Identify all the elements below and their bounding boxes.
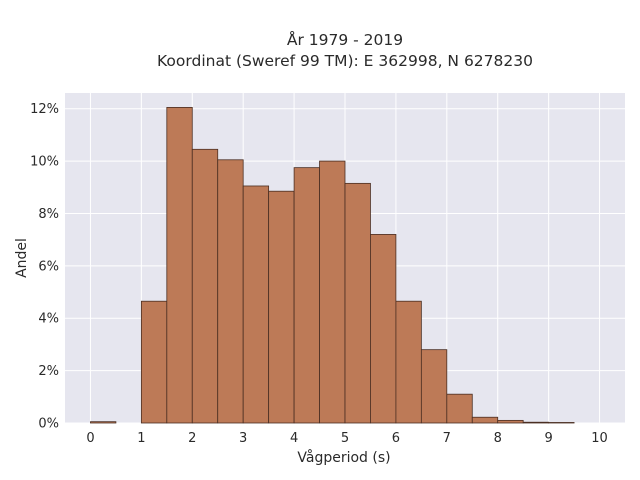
y-tick-label: 0% [38, 417, 59, 432]
x-tick-label: 8 [494, 431, 502, 446]
histogram-bar [471, 416, 499, 424]
histogram-bar [191, 148, 219, 424]
x-axis-label: Vågperiod (s) [297, 449, 390, 466]
chart-title-line-1: År 1979 - 2019 [287, 30, 403, 49]
histogram-bar [319, 160, 346, 424]
x-tick-label: 3 [239, 431, 247, 446]
histogram-bar [344, 182, 371, 424]
histogram-bar [140, 300, 168, 424]
x-tick-label: 9 [544, 431, 552, 446]
histogram-bar [293, 167, 320, 424]
x-axis-ticks: 0 1 2 3 4 5 6 7 8 9 10 [86, 431, 608, 446]
x-tick-label: 5 [341, 431, 349, 446]
x-tick-label: 10 [591, 431, 608, 446]
y-axis-ticks: 0% 2% 4% 6% 8% 10% 12% [30, 102, 59, 431]
y-tick-label: 2% [38, 364, 59, 379]
histogram-bar [166, 107, 193, 424]
y-axis-label: Andel [14, 238, 30, 278]
x-tick-label: 4 [290, 431, 298, 446]
histogram-bar [90, 421, 117, 424]
histogram-bar [370, 234, 397, 424]
x-tick-label: 2 [188, 431, 196, 446]
y-tick-label: 4% [38, 312, 59, 327]
x-tick-label: 6 [392, 431, 400, 446]
histogram-bar [268, 190, 295, 424]
x-tick-label: 1 [137, 431, 145, 446]
chart-title-line-2: Koordinat (Sweref 99 TM): E 362998, N 62… [157, 52, 533, 70]
x-tick-label: 0 [86, 431, 94, 446]
y-tick-label: 12% [30, 102, 59, 117]
y-tick-label: 8% [38, 207, 59, 222]
bars [90, 107, 575, 424]
y-tick-label: 10% [30, 155, 59, 170]
histogram-bar [217, 159, 244, 424]
y-tick-label: 6% [38, 259, 59, 274]
histogram-bar [522, 421, 550, 424]
histogram-bar [446, 393, 473, 424]
histogram-bar [497, 419, 524, 424]
histogram-bar [242, 185, 270, 424]
x-tick-label: 7 [443, 431, 451, 446]
histogram-bar [420, 349, 448, 424]
histogram-bar [548, 422, 575, 424]
histogram-bar [395, 300, 422, 424]
